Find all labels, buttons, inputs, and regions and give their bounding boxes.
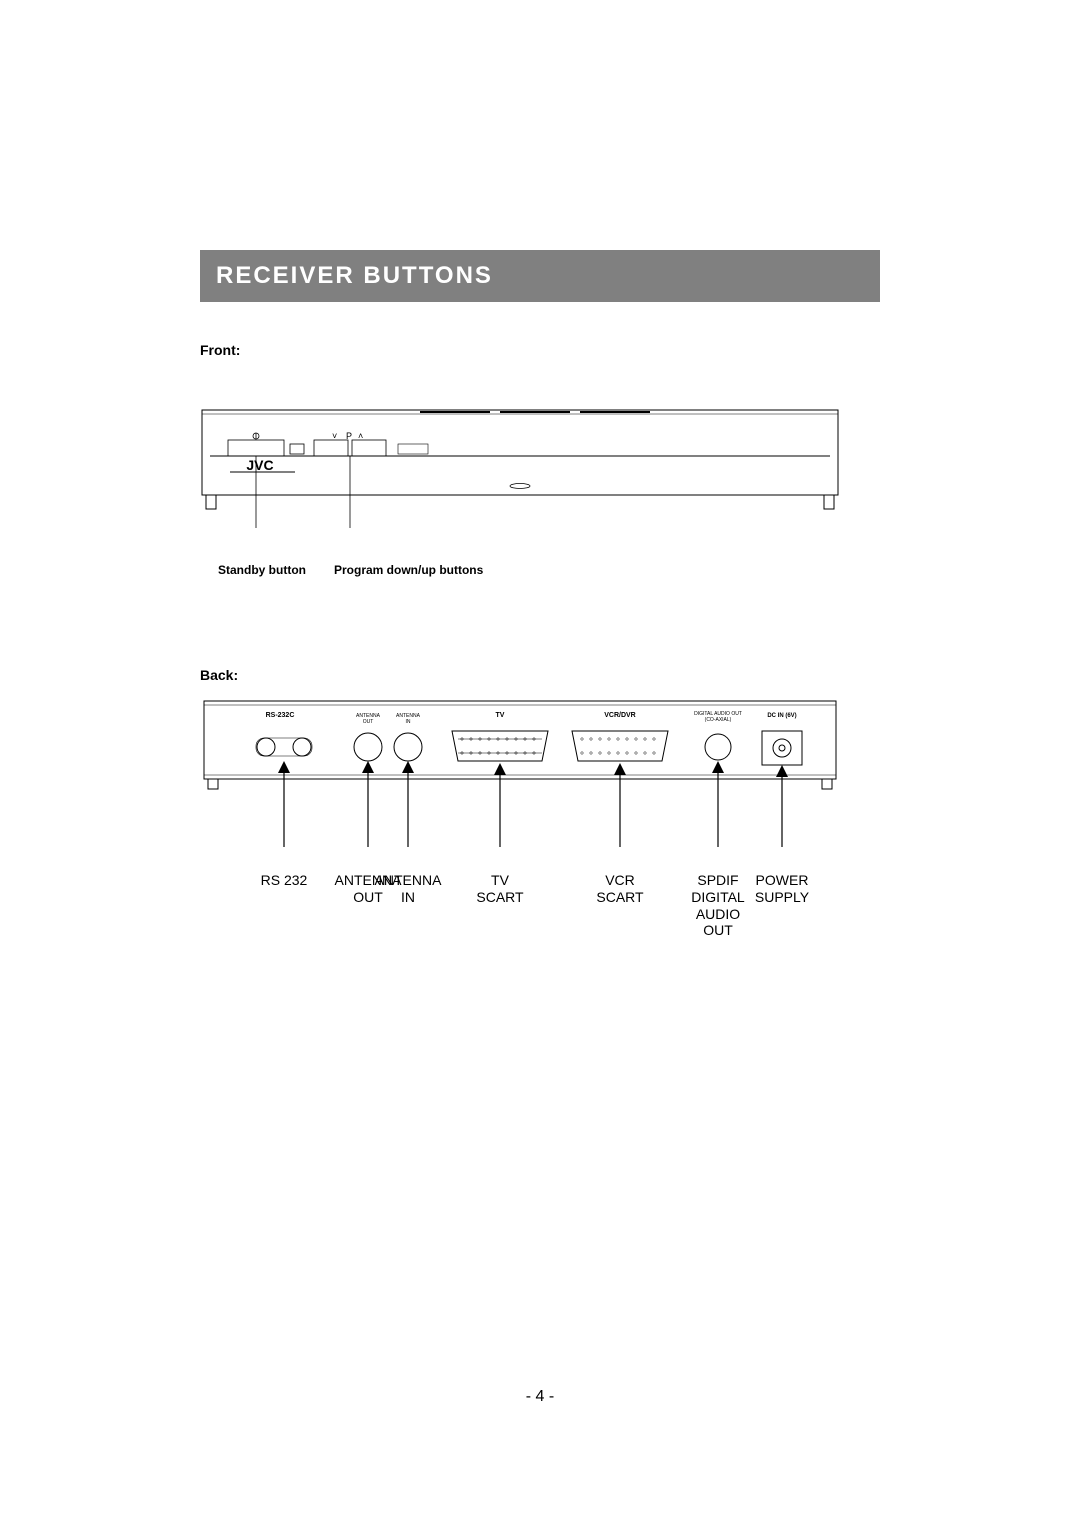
svg-text:RS-232C: RS-232C [266,712,295,719]
back-heading: Back: [200,667,880,683]
callout-vcr: VCRSCART [596,872,643,906]
callout-power: POWERSUPPLY [755,872,809,906]
svg-text:JVC: JVC [246,457,273,473]
back-callouts: RS 232 ANTENNAOUT ANTENNAIN TVSCART VCRS… [200,872,840,992]
svg-text:DIGITAL AUDIO OUT(CO-AXIAL): DIGITAL AUDIO OUT(CO-AXIAL) [694,711,742,723]
callout-ant-in: ANTENNAIN [375,872,442,906]
callout-tv: TVSCART [476,872,523,906]
callout-rs232: RS 232 [261,872,308,889]
page: RECEIVER BUTTONS Front: ˅ P ˄ [0,0,1080,1526]
callout-spdif: SPDIFDIGITALAUDIOOUT [691,872,744,939]
front-callouts: Standby button Program down/up buttons [200,563,880,577]
front-heading: Front: [200,342,880,358]
svg-text:DC IN (6V): DC IN (6V) [767,713,796,719]
svg-text:˅: ˅ [332,431,337,441]
callout-standby: Standby button [218,563,306,577]
svg-text:ANTENNAOUT: ANTENNAOUT [356,713,381,725]
svg-text:P: P [346,431,352,441]
back-panel-diagram: RS-232C ANTENNAOUT ANTENNAIN TV VCR/D [200,697,840,872]
svg-text:VCR/DVR: VCR/DVR [604,712,636,719]
section-title: RECEIVER BUTTONS [200,250,880,302]
svg-text:ANTENNAIN: ANTENNAIN [396,713,421,725]
page-number: - 4 - [0,1388,1080,1406]
svg-text:TV: TV [496,712,505,719]
svg-text:˄: ˄ [358,431,363,441]
callout-program: Program down/up buttons [334,563,483,577]
front-panel-diagram: ˅ P ˄ JVC [200,408,840,553]
